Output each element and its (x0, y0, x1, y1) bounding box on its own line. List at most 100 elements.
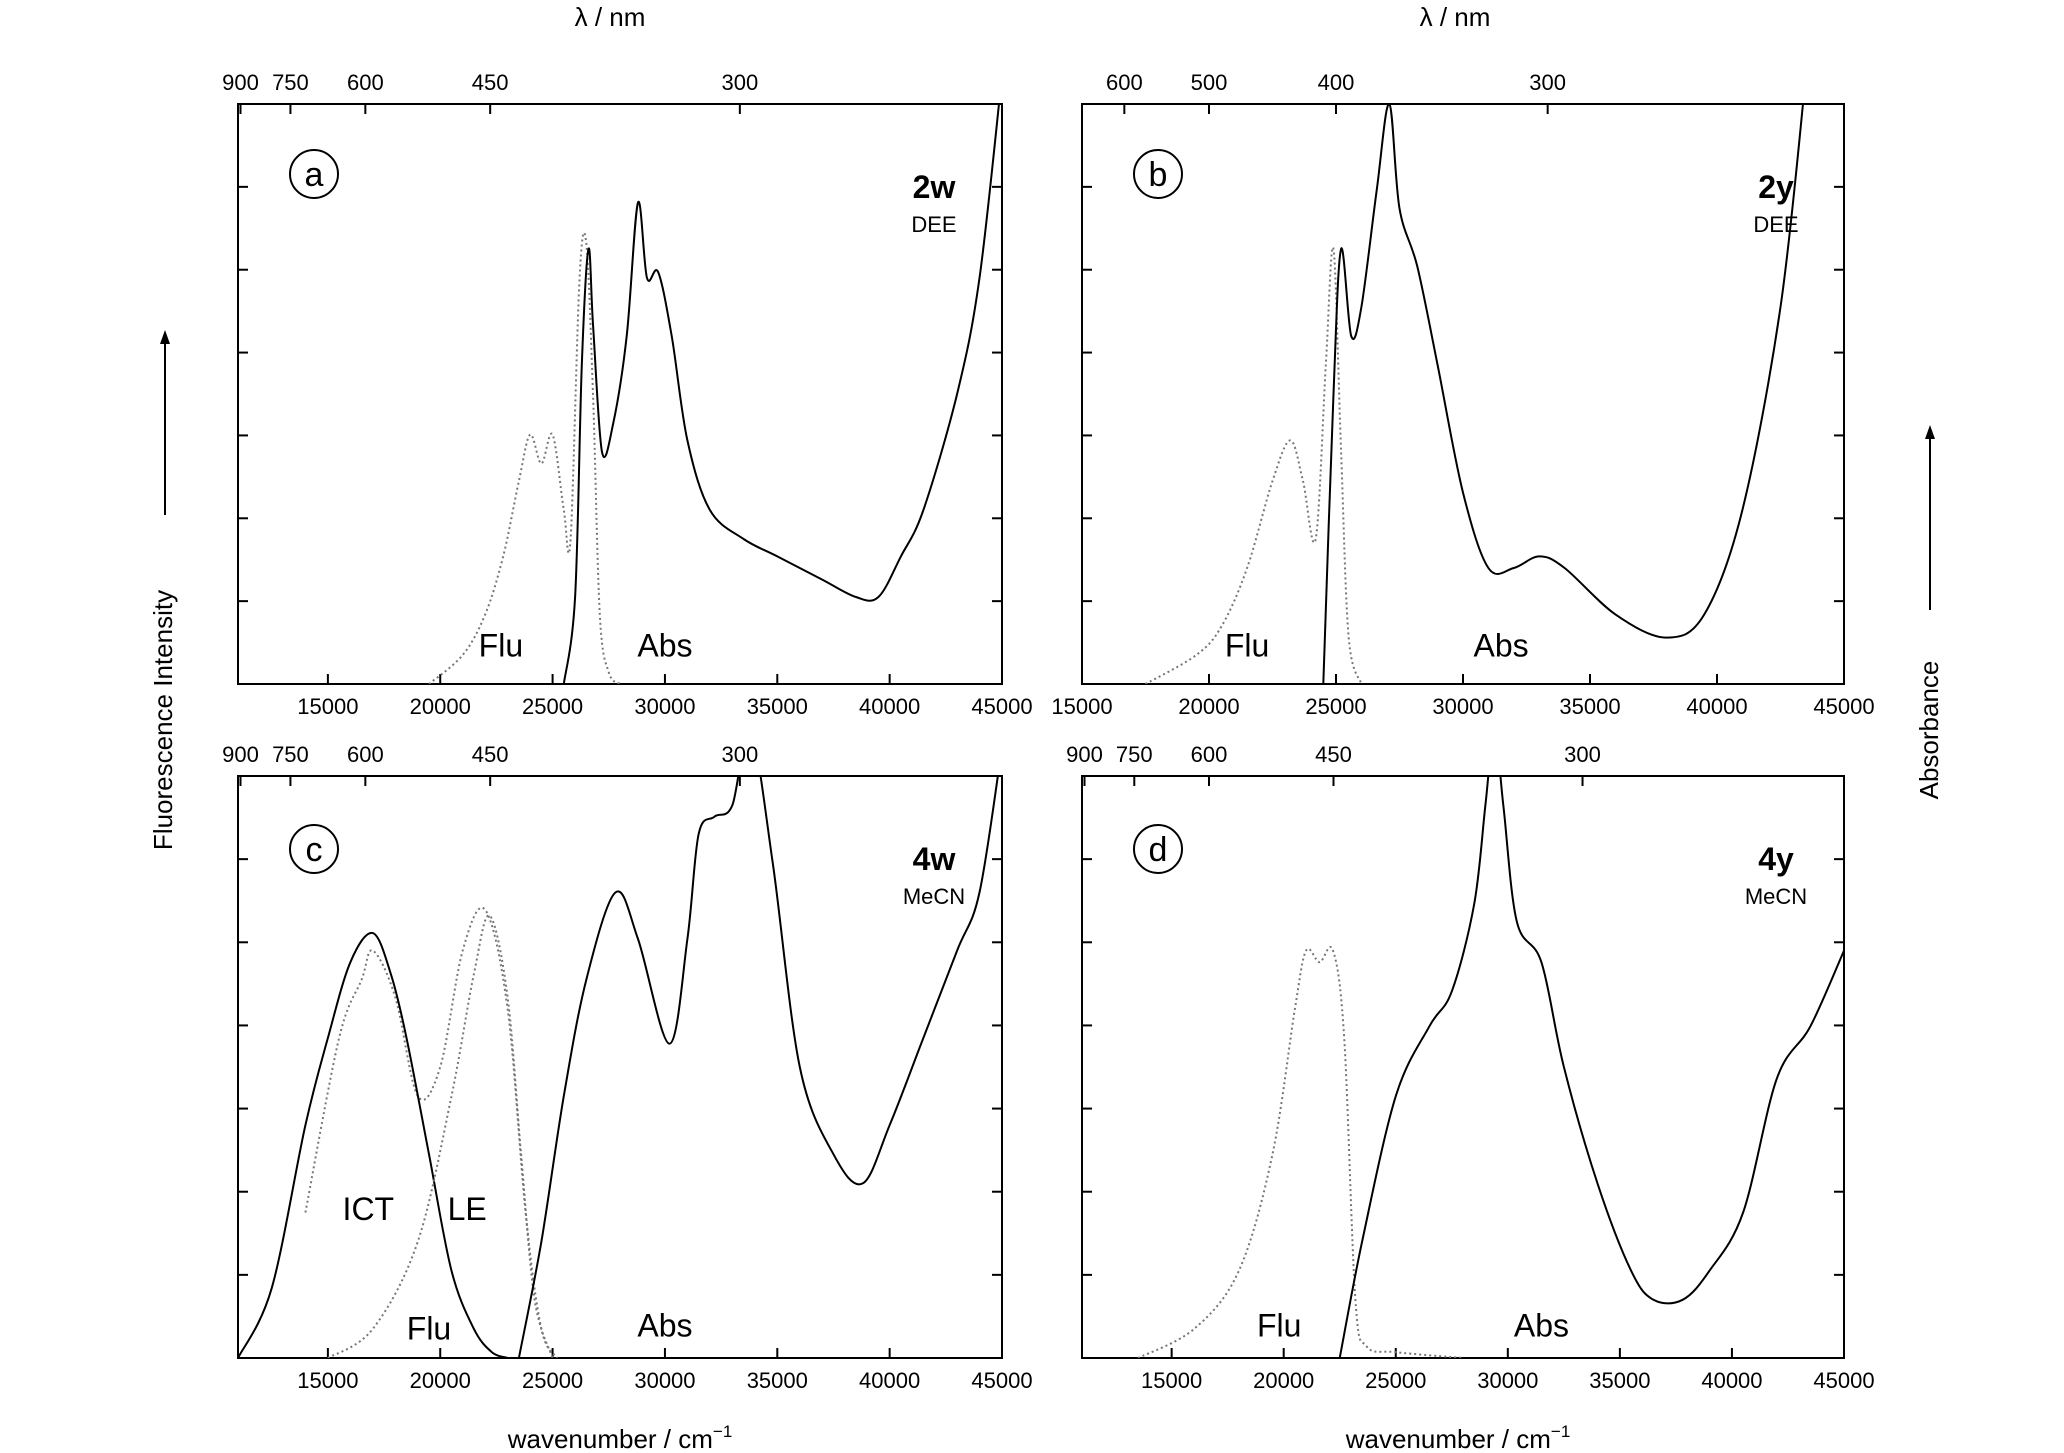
x-tick-label-d: 30000 (1477, 1368, 1538, 1393)
bottom-axis-label-right: wavenumber / cm−1 (1345, 1422, 1571, 1453)
x-tick-label-d: 25000 (1365, 1368, 1426, 1393)
plot-frame-b (1081, 103, 1845, 685)
x-tick-label-c: 40000 (859, 1368, 920, 1393)
x-tick-label-a: 25000 (522, 694, 583, 719)
curve-label-flu-c: Flu (407, 1310, 451, 1346)
top-axis-label-left: λ / nm (575, 2, 646, 32)
solvent-label-a: DEE (911, 212, 956, 237)
compound-label-b: 2y (1758, 169, 1794, 205)
x-tick-label-b: 20000 (1178, 694, 1239, 719)
x2-tick-label-b: 400 (1318, 70, 1355, 95)
x-tick-label-d: 40000 (1701, 1368, 1762, 1393)
panel-letter-d: d (1149, 831, 1168, 869)
x-tick-label-a: 45000 (971, 694, 1032, 719)
x2-tick-label-c: 600 (347, 742, 384, 767)
curve-label-ict-c: ICT (343, 1191, 395, 1227)
x-tick-label-a: 15000 (297, 694, 358, 719)
plot-frame-a (237, 103, 1003, 685)
panel-c: 15000 20000 25000 30000 35000 40000 45000 900 75… (222, 742, 1032, 1393)
solvent-label-b: DEE (1753, 212, 1798, 237)
panel-a: 15000 20000 25000 30000 35000 40000 45000 900 75… (222, 70, 1032, 719)
x-tick-label-c: 45000 (971, 1368, 1032, 1393)
left-axis-arrowhead (160, 330, 170, 344)
curve-label-abs-b: Abs (1474, 628, 1529, 664)
series-ict-c (238, 932, 508, 1358)
left-axis-label: Fluorescence Intensity (148, 590, 178, 850)
series-flu-d (1137, 946, 1464, 1358)
compound-label-c: 4w (913, 841, 956, 877)
series-abs-d (1338, 776, 1844, 1358)
x-tick-label-d: 15000 (1141, 1368, 1202, 1393)
x2-tick-label-d: 750 (1116, 742, 1153, 767)
series-le-c (327, 914, 554, 1358)
x2-tick-label-a: 450 (472, 70, 509, 95)
x2-tick-label-a: 750 (272, 70, 309, 95)
x2-tick-label-a: 600 (347, 70, 384, 95)
x-tick-label-b: 35000 (1559, 694, 1620, 719)
right-axis-label: Absorbance (1914, 661, 1944, 800)
panel-b: 15000 20000 25000 30000 35000 40000 45000 600 50… (1051, 70, 1874, 719)
x2-tick-label-c: 900 (222, 742, 259, 767)
x-tick-label-c: 15000 (297, 1368, 358, 1393)
x2-tick-label-b: 600 (1106, 70, 1143, 95)
x2-tick-label-b: 300 (1529, 70, 1566, 95)
panel-d: 15000 20000 25000 30000 35000 40000 45000 900 75… (1066, 742, 1874, 1393)
x2-tick-label-d: 600 (1191, 742, 1228, 767)
curve-label-flu-a: Flu (479, 628, 523, 664)
panel-letter-a: a (305, 156, 324, 194)
x-tick-label-b: 25000 (1305, 694, 1366, 719)
curve-label-flu-b: Flu (1225, 628, 1269, 664)
x-tick-label-b: 15000 (1051, 694, 1112, 719)
right-axis-arrowhead (1925, 425, 1935, 439)
x2-tick-label-c: 300 (721, 742, 758, 767)
bottom-axis-label-left: wavenumber / cm−1 (507, 1422, 733, 1453)
x-tick-label-a: 30000 (634, 694, 695, 719)
panel-letter-circle-c (289, 824, 339, 874)
x2-tick-label-d: 300 (1564, 742, 1601, 767)
x-tick-label-d: 45000 (1813, 1368, 1874, 1393)
panel-letter-c: c (306, 831, 323, 869)
series-flu-b (1145, 246, 1363, 684)
curve-label-abs-c: Abs (637, 1307, 692, 1343)
x2-tick-label-d: 450 (1315, 742, 1352, 767)
x-tick-label-b: 45000 (1813, 694, 1874, 719)
x-tick-label-c: 35000 (747, 1368, 808, 1393)
series-abs-b (1322, 104, 1804, 684)
panel-letter-circle-d (1133, 824, 1183, 874)
x2-tick-label-d: 900 (1066, 742, 1103, 767)
x-tick-label-c: 30000 (634, 1368, 695, 1393)
bottom-axis-label-left-sup: −1 (713, 1422, 732, 1441)
plot-frame-d (1081, 775, 1845, 1359)
x2-tick-label-c: 450 (472, 742, 509, 767)
compound-label-a: 2w (913, 169, 956, 205)
top-axis-label-right: λ / nm (1420, 2, 1491, 32)
x2-tick-label-b: 500 (1191, 70, 1228, 95)
x-tick-label-c: 25000 (522, 1368, 583, 1393)
x-tick-label-c: 20000 (410, 1368, 471, 1393)
x-tick-label-b: 40000 (1686, 694, 1747, 719)
x-tick-label-b: 30000 (1432, 694, 1493, 719)
panel-letter-circle-a (289, 149, 339, 199)
compound-label-d: 4y (1758, 841, 1794, 877)
series-flu-a (428, 231, 621, 684)
panel-letter-b: b (1149, 156, 1168, 194)
curve-label-flu-d: Flu (1257, 1307, 1301, 1343)
series-flu-c (304, 906, 558, 1358)
bottom-axis-label-right-sup: −1 (1551, 1422, 1570, 1441)
curve-label-le-c: LE (448, 1191, 487, 1227)
x2-tick-label-c: 750 (272, 742, 309, 767)
curve-label-abs-d: Abs (1514, 1307, 1569, 1343)
x-tick-label-a: 35000 (747, 694, 808, 719)
x-tick-label-a: 40000 (859, 694, 920, 719)
panels: 15000 20000 25000 30000 35000 40000 45000 900 75… (222, 70, 1874, 1393)
x2-tick-label-a: 900 (222, 70, 259, 95)
solvent-label-d: MeCN (1745, 884, 1807, 909)
x-tick-label-a: 20000 (410, 694, 471, 719)
curve-label-abs-a: Abs (637, 628, 692, 664)
series-abs-a (562, 104, 1000, 684)
x2-tick-label-a: 300 (721, 70, 758, 95)
panel-letter-circle-b (1133, 149, 1183, 199)
x-tick-label-d: 20000 (1253, 1368, 1314, 1393)
series-abs-c (517, 776, 999, 1358)
